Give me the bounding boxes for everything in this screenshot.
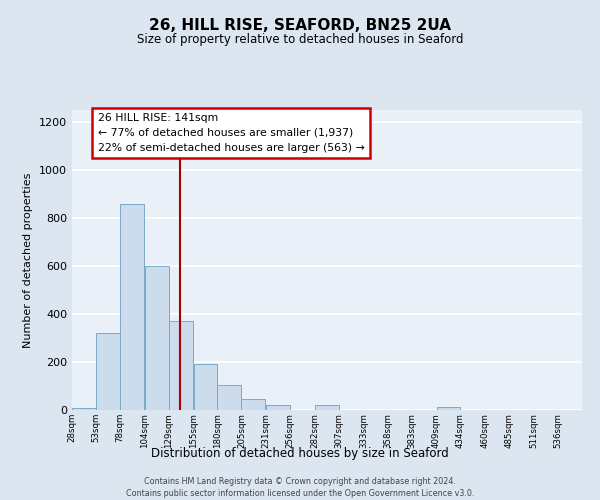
Text: Contains HM Land Registry data © Crown copyright and database right 2024.: Contains HM Land Registry data © Crown c… bbox=[144, 478, 456, 486]
Text: 26, HILL RISE, SEAFORD, BN25 2UA: 26, HILL RISE, SEAFORD, BN25 2UA bbox=[149, 18, 451, 32]
Bar bbox=[315, 405, 339, 410]
Bar bbox=[72, 408, 96, 410]
Text: Contains public sector information licensed under the Open Government Licence v3: Contains public sector information licen… bbox=[126, 489, 474, 498]
Bar bbox=[266, 405, 290, 410]
Bar bbox=[120, 204, 144, 410]
Text: 26 HILL RISE: 141sqm
← 77% of detached houses are smaller (1,937)
22% of semi-de: 26 HILL RISE: 141sqm ← 77% of detached h… bbox=[98, 113, 365, 152]
Bar bbox=[194, 364, 217, 410]
Bar bbox=[217, 385, 241, 410]
Text: Size of property relative to detached houses in Seaford: Size of property relative to detached ho… bbox=[137, 32, 463, 46]
Bar bbox=[241, 398, 265, 410]
Y-axis label: Number of detached properties: Number of detached properties bbox=[23, 172, 34, 348]
Bar bbox=[437, 407, 460, 410]
Bar bbox=[169, 321, 193, 410]
Bar bbox=[96, 333, 120, 410]
Text: Distribution of detached houses by size in Seaford: Distribution of detached houses by size … bbox=[151, 448, 449, 460]
Bar bbox=[145, 266, 169, 410]
